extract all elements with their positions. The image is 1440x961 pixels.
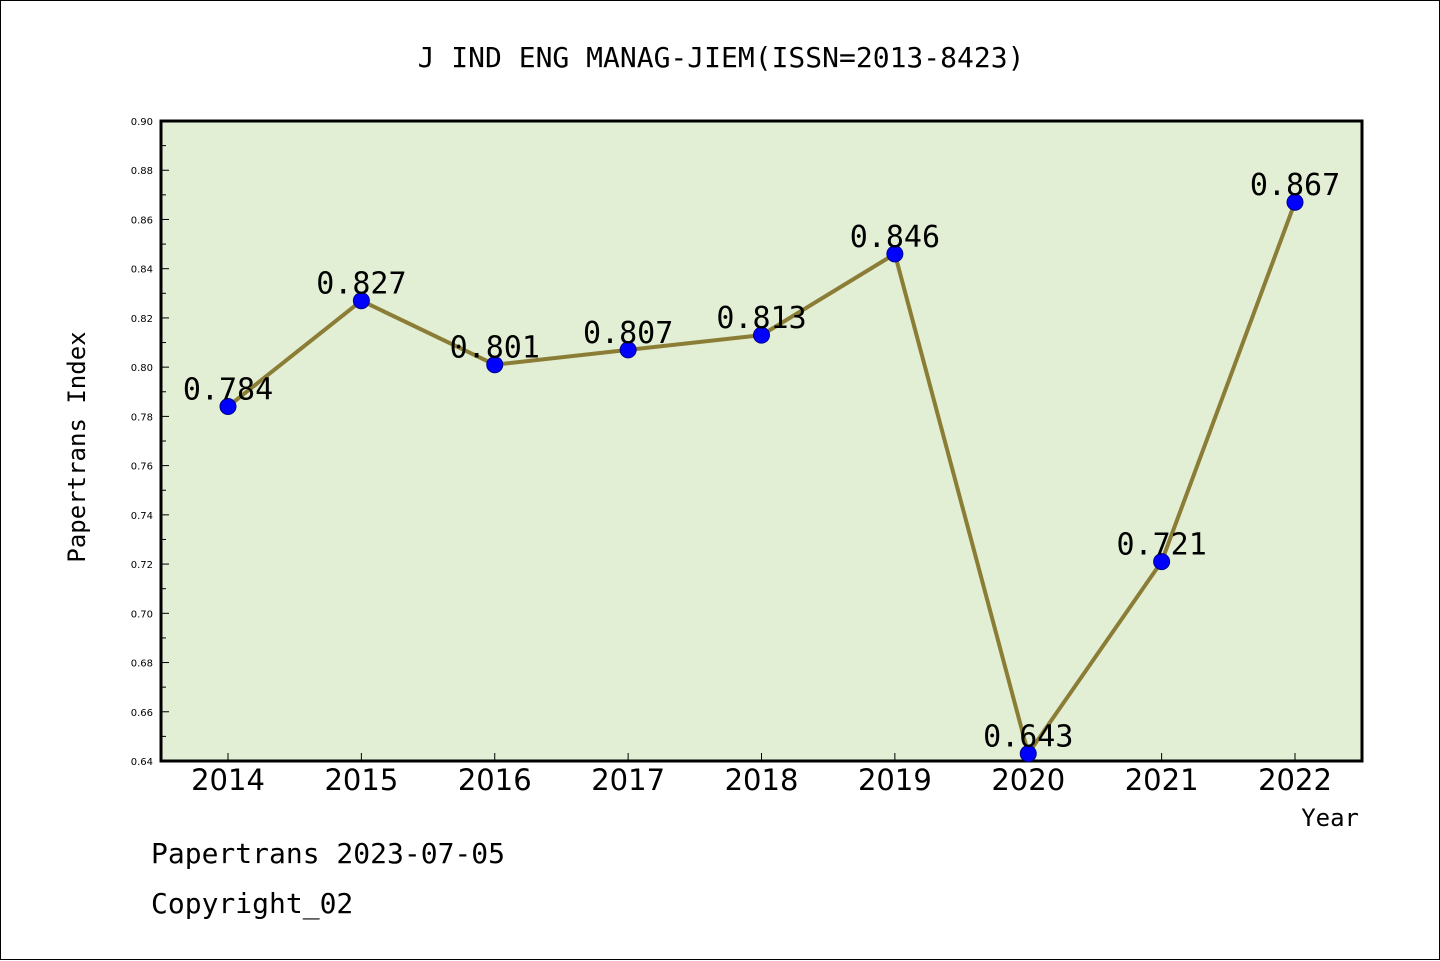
data-label: 0.784 [183, 373, 273, 408]
data-label: 0.813 [716, 301, 806, 336]
data-label: 0.807 [583, 316, 673, 351]
data-point [1019, 745, 1037, 763]
x-tick-label: 2018 [725, 763, 799, 797]
data-label: 0.846 [850, 220, 940, 255]
x-tick-label: 2021 [1125, 763, 1199, 797]
y-tick-label: 0.74 [131, 511, 153, 522]
data-label: 0.643 [983, 720, 1073, 755]
x-tick-label: 2016 [458, 763, 532, 797]
x-tick-label: 2017 [591, 763, 665, 797]
y-tick-label: 0.78 [131, 412, 153, 423]
data-point [1286, 193, 1304, 211]
data-point [753, 326, 770, 344]
y-tick-label: 0.80 [131, 363, 153, 374]
footer-copyright: Copyright_02 [151, 887, 354, 920]
data-label: 0.721 [1116, 528, 1206, 563]
x-axis-title: Year [1301, 804, 1359, 832]
data-point [486, 356, 504, 374]
data-point [1153, 553, 1171, 571]
series-line-group [219, 193, 1304, 763]
y-axis-title: Papertrans Index [63, 331, 91, 562]
y-tick-label: 0.64 [131, 757, 153, 768]
x-tick-label: 2019 [858, 763, 932, 797]
data-point [886, 245, 904, 263]
x-tick-label: 2014 [191, 763, 265, 797]
y-axis: 0.64 0.66 0.68 0.70 0.72 0.74 0.76 0.78 0.80 0.82… [131, 117, 169, 768]
y-tick-label: 0.82 [131, 314, 153, 325]
plot-area [159, 119, 1364, 763]
data-label: 0.801 [450, 331, 540, 366]
y-tick-label: 0.84 [131, 265, 153, 276]
data-point [352, 292, 370, 310]
data-label: 0.827 [316, 267, 406, 302]
y-tick-label: 0.70 [131, 609, 153, 620]
data-point [219, 398, 237, 416]
chart-title: J IND ENG MANAG-JIEM(ISSN=2013-8423) [418, 41, 1025, 74]
y-tick-label: 0.76 [131, 462, 153, 473]
data-label: 0.867 [1250, 168, 1340, 203]
x-tick-label: 2022 [1258, 763, 1332, 797]
footer-date: Papertrans 2023-07-05 [151, 837, 506, 870]
data-labels-group: 0.784 0.827 0.801 0.807 0.813 0.846 0.643 0.721… [183, 168, 1340, 754]
data-point [619, 341, 637, 359]
x-tick-label: 2020 [991, 763, 1065, 797]
y-tick-label: 0.66 [131, 708, 153, 719]
x-tick-label: 2015 [324, 763, 398, 797]
y-tick-label: 0.86 [131, 215, 153, 226]
y-tick-label: 0.88 [131, 166, 153, 177]
x-axis: 2014 2015 2016 2017 2018 2019 2020 2021 2022 [191, 753, 1332, 797]
y-tick-label: 0.72 [131, 560, 153, 571]
y-tick-label: 0.68 [131, 659, 153, 670]
y-tick-label: 0.90 [131, 117, 153, 128]
